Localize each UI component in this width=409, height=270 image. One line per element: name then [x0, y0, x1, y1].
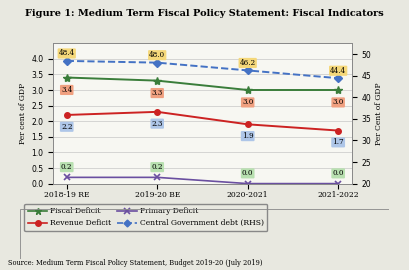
Text: 46.2: 46.2: [240, 59, 256, 67]
Text: 48.0: 48.0: [149, 51, 165, 59]
Bar: [20, 209, 389, 259]
Text: 3.0: 3.0: [242, 99, 254, 106]
Text: 3.3: 3.3: [152, 89, 163, 97]
Text: 3.4: 3.4: [61, 86, 72, 94]
Text: 2.2: 2.2: [61, 123, 72, 131]
Y-axis label: Per cent of GDP: Per cent of GDP: [19, 83, 27, 144]
Text: 0.2: 0.2: [61, 163, 72, 171]
Text: 0.0: 0.0: [333, 169, 344, 177]
Y-axis label: Per Cent of GDP: Per Cent of GDP: [375, 82, 383, 145]
Text: 1.7: 1.7: [333, 138, 344, 146]
Text: 0.2: 0.2: [151, 163, 163, 171]
Text: 1.9: 1.9: [242, 132, 254, 140]
Text: 3.0: 3.0: [333, 99, 344, 106]
Text: 44.4: 44.4: [330, 67, 346, 75]
Text: Figure 1: Medium Term Fiscal Policy Statement: Fiscal Indicators: Figure 1: Medium Term Fiscal Policy Stat…: [25, 9, 384, 18]
Legend: Fiscal Deficit, Revenue Deficit, Primary Deficit, Central Government debt (RHS): Fiscal Deficit, Revenue Deficit, Primary…: [24, 204, 267, 231]
Text: Source: Medium Term Fiscal Policy Statement, Budget 2019-20 (July 2019): Source: Medium Term Fiscal Policy Statem…: [8, 259, 263, 267]
Text: 48.4: 48.4: [58, 49, 75, 58]
Text: 2.3: 2.3: [151, 120, 163, 128]
Text: 0.0: 0.0: [242, 169, 254, 177]
